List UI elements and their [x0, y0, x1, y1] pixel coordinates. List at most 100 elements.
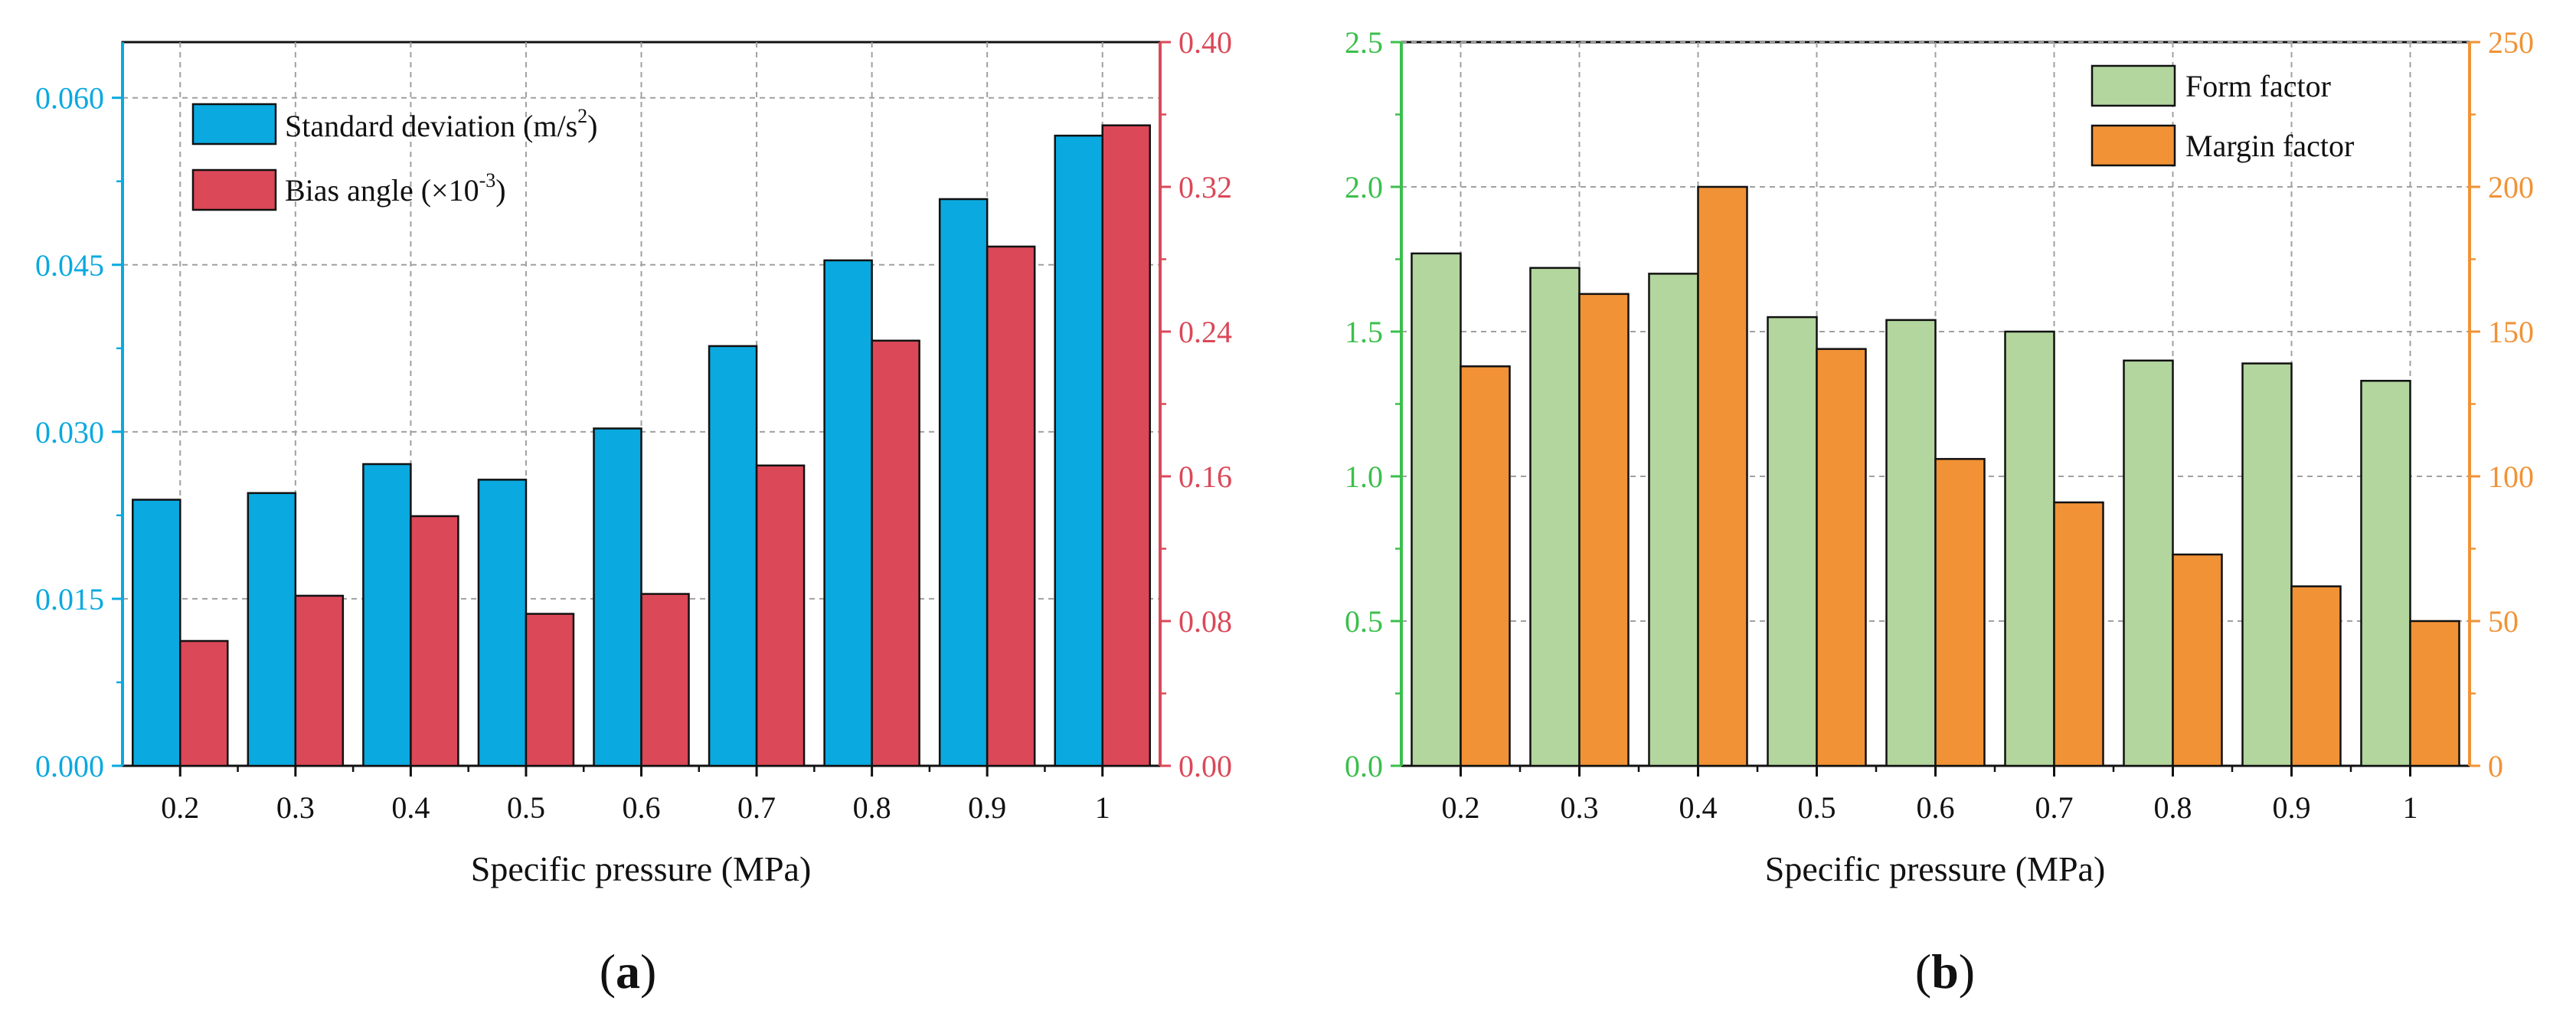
bar-bias-angle-0-5 [525, 613, 575, 767]
legend-label-margin-factor: Margin factor [2185, 129, 2354, 163]
bar-form-factor-0-6 [1885, 319, 1937, 767]
bar-margin-factor-0-2 [1460, 365, 1511, 767]
left-tick-label-0-045: 0.045 [35, 248, 104, 283]
bar-margin-factor-0-8 [2172, 553, 2223, 767]
bar-bias-angle-0-4 [410, 515, 459, 767]
panel-b-x-axis-title: Specific pressure (MPa) [1765, 849, 2106, 888]
bar-margin-factor-0-5 [1816, 348, 1867, 767]
bar-margin-factor-0-3 [1578, 293, 1630, 767]
right-tick-label-0: 0 [2488, 749, 2503, 783]
panel-b-label: (b) [1915, 944, 1975, 999]
panel-b-bars [1411, 185, 2460, 767]
bar-bias-angle-0-3 [294, 594, 345, 767]
bar-margin-factor-0-9 [2290, 585, 2342, 767]
left-tick-label-0-0: 0.0 [1345, 749, 1383, 783]
bar-margin-factor-0-6 [1934, 458, 1986, 767]
legend-label-bias-angle: Bias angle (×10-3) [285, 169, 506, 208]
bar-standard-deviation-0-2 [132, 499, 181, 767]
bar-standard-deviation-1 [1054, 134, 1103, 767]
bar-margin-factor-0-4 [1697, 185, 1748, 767]
legend-label-standard-deviation: Standard deviation (m/s2) [285, 105, 597, 143]
bar-standard-deviation-0-6 [593, 427, 642, 767]
x-tick-label-0-3: 0.3 [1561, 790, 1599, 825]
panel-b-x-axis: 0.2 0.3 0.4 0.5 0.6 0.7 0.8 0.9 1 [1442, 766, 2418, 825]
panel-a-legend: Standard deviation (m/s2) Bias angle (×1… [191, 103, 597, 211]
x-tick-label-1: 1 [1095, 790, 1110, 825]
bar-form-factor-0-3 [1529, 267, 1581, 767]
bar-form-factor-0-9 [2241, 362, 2293, 767]
legend-swatch-margin-factor [2091, 124, 2176, 167]
panel-a-left-axis: 0.000 0.015 0.030 0.045 0.060 [35, 42, 124, 783]
right-tick-label-0-00: 0.00 [1178, 749, 1232, 783]
x-tick-label-0-9: 0.9 [968, 790, 1006, 825]
right-tick-label-0-40: 0.40 [1178, 25, 1232, 60]
x-tick-label-0-7: 0.7 [2035, 790, 2074, 825]
bar-bias-angle-0-2 [179, 639, 229, 767]
panel-b-legend: Form factor Margin factor [2091, 64, 2354, 167]
bar-bias-angle-0-9 [986, 245, 1036, 767]
right-tick-label-100: 100 [2488, 459, 2534, 494]
bar-standard-deviation-0-8 [823, 259, 873, 767]
left-tick-label-0-015: 0.015 [35, 582, 104, 616]
panel-a-label: (a) [600, 944, 657, 999]
x-tick-label-0-5: 0.5 [1798, 790, 1836, 825]
x-tick-label-0-4: 0.4 [1679, 790, 1718, 825]
bar-bias-angle-1 [1101, 124, 1151, 767]
panel-a-chart: 0.2 0.3 0.4 0.5 0.6 0.7 0.8 0.9 1 0.000 0.015 0.03… [35, 25, 1232, 999]
left-tick-label-1-0: 1.0 [1345, 459, 1383, 494]
panel-b-right-axis: 0 50 100 150 200 250 [2468, 25, 2534, 783]
bar-form-factor-0-8 [2123, 359, 2174, 767]
bar-standard-deviation-0-9 [938, 198, 989, 767]
bar-standard-deviation-0-3 [247, 492, 297, 767]
right-tick-label-0-32: 0.32 [1178, 170, 1232, 204]
bar-bias-angle-0-8 [871, 339, 920, 767]
x-tick-label-0-7: 0.7 [737, 790, 776, 825]
x-tick-label-0-6: 0.6 [1917, 790, 1955, 825]
bar-bias-angle-0-6 [640, 593, 690, 767]
panel-a-x-axis-title: Specific pressure (MPa) [471, 849, 812, 888]
left-tick-label-0-030: 0.030 [35, 415, 104, 450]
right-tick-label-200: 200 [2488, 170, 2534, 204]
left-tick-label-0-5: 0.5 [1345, 604, 1383, 639]
right-tick-label-50: 50 [2488, 604, 2519, 639]
left-tick-label-2-5: 2.5 [1345, 25, 1383, 60]
x-tick-label-1: 1 [2403, 790, 2418, 825]
bar-margin-factor-1 [2409, 620, 2460, 767]
x-tick-label-0-2: 0.2 [161, 790, 199, 825]
left-tick-label-0-000: 0.000 [35, 749, 104, 783]
right-tick-label-0-08: 0.08 [1178, 604, 1232, 639]
bar-form-factor-0-5 [1767, 316, 1818, 767]
left-tick-label-1-5: 1.5 [1345, 315, 1383, 349]
x-tick-label-0-6: 0.6 [623, 790, 661, 825]
bar-standard-deviation-0-5 [477, 479, 528, 767]
bar-form-factor-1 [2360, 380, 2411, 767]
bar-standard-deviation-0-7 [708, 345, 758, 767]
x-tick-label-0-8: 0.8 [853, 790, 891, 825]
bar-form-factor-0-2 [1411, 252, 1462, 767]
panel-a-bars [132, 124, 1151, 767]
panel-b-chart: 0.2 0.3 0.4 0.5 0.6 0.7 0.8 0.9 1 0.0 0.5 1.0 1.5 2.… [1345, 25, 2534, 999]
bar-standard-deviation-0-4 [362, 463, 412, 767]
bar-form-factor-0-7 [2004, 330, 2055, 767]
bar-bias-angle-0-7 [755, 464, 806, 767]
legend-label-form-factor: Form factor [2185, 69, 2331, 103]
legend-swatch-bias-angle [191, 168, 277, 211]
legend-swatch-standard-deviation [191, 103, 277, 146]
x-tick-label-0-4: 0.4 [391, 790, 430, 825]
x-tick-label-0-8: 0.8 [2154, 790, 2192, 825]
x-tick-label-0-2: 0.2 [1442, 790, 1480, 825]
left-tick-label-2-0: 2.0 [1345, 170, 1383, 204]
x-tick-label-0-5: 0.5 [507, 790, 545, 825]
panel-a-x-axis: 0.2 0.3 0.4 0.5 0.6 0.7 0.8 0.9 1 [161, 766, 1110, 825]
right-tick-label-0-16: 0.16 [1178, 459, 1232, 494]
bar-form-factor-0-4 [1648, 273, 1699, 767]
bar-margin-factor-0-7 [2053, 501, 2104, 767]
panel-b-left-axis: 0.0 0.5 1.0 1.5 2.0 2.5 [1345, 25, 1403, 783]
right-tick-label-0-24: 0.24 [1178, 315, 1232, 349]
right-tick-label-150: 150 [2488, 315, 2534, 349]
panel-a-right-axis: 0.00 0.08 0.16 0.24 0.32 0.40 [1159, 25, 1232, 783]
x-tick-label-0-9: 0.9 [2273, 790, 2311, 825]
legend-swatch-form-factor [2091, 64, 2176, 107]
right-tick-label-250: 250 [2488, 25, 2534, 60]
left-tick-label-0-060: 0.060 [35, 81, 104, 116]
